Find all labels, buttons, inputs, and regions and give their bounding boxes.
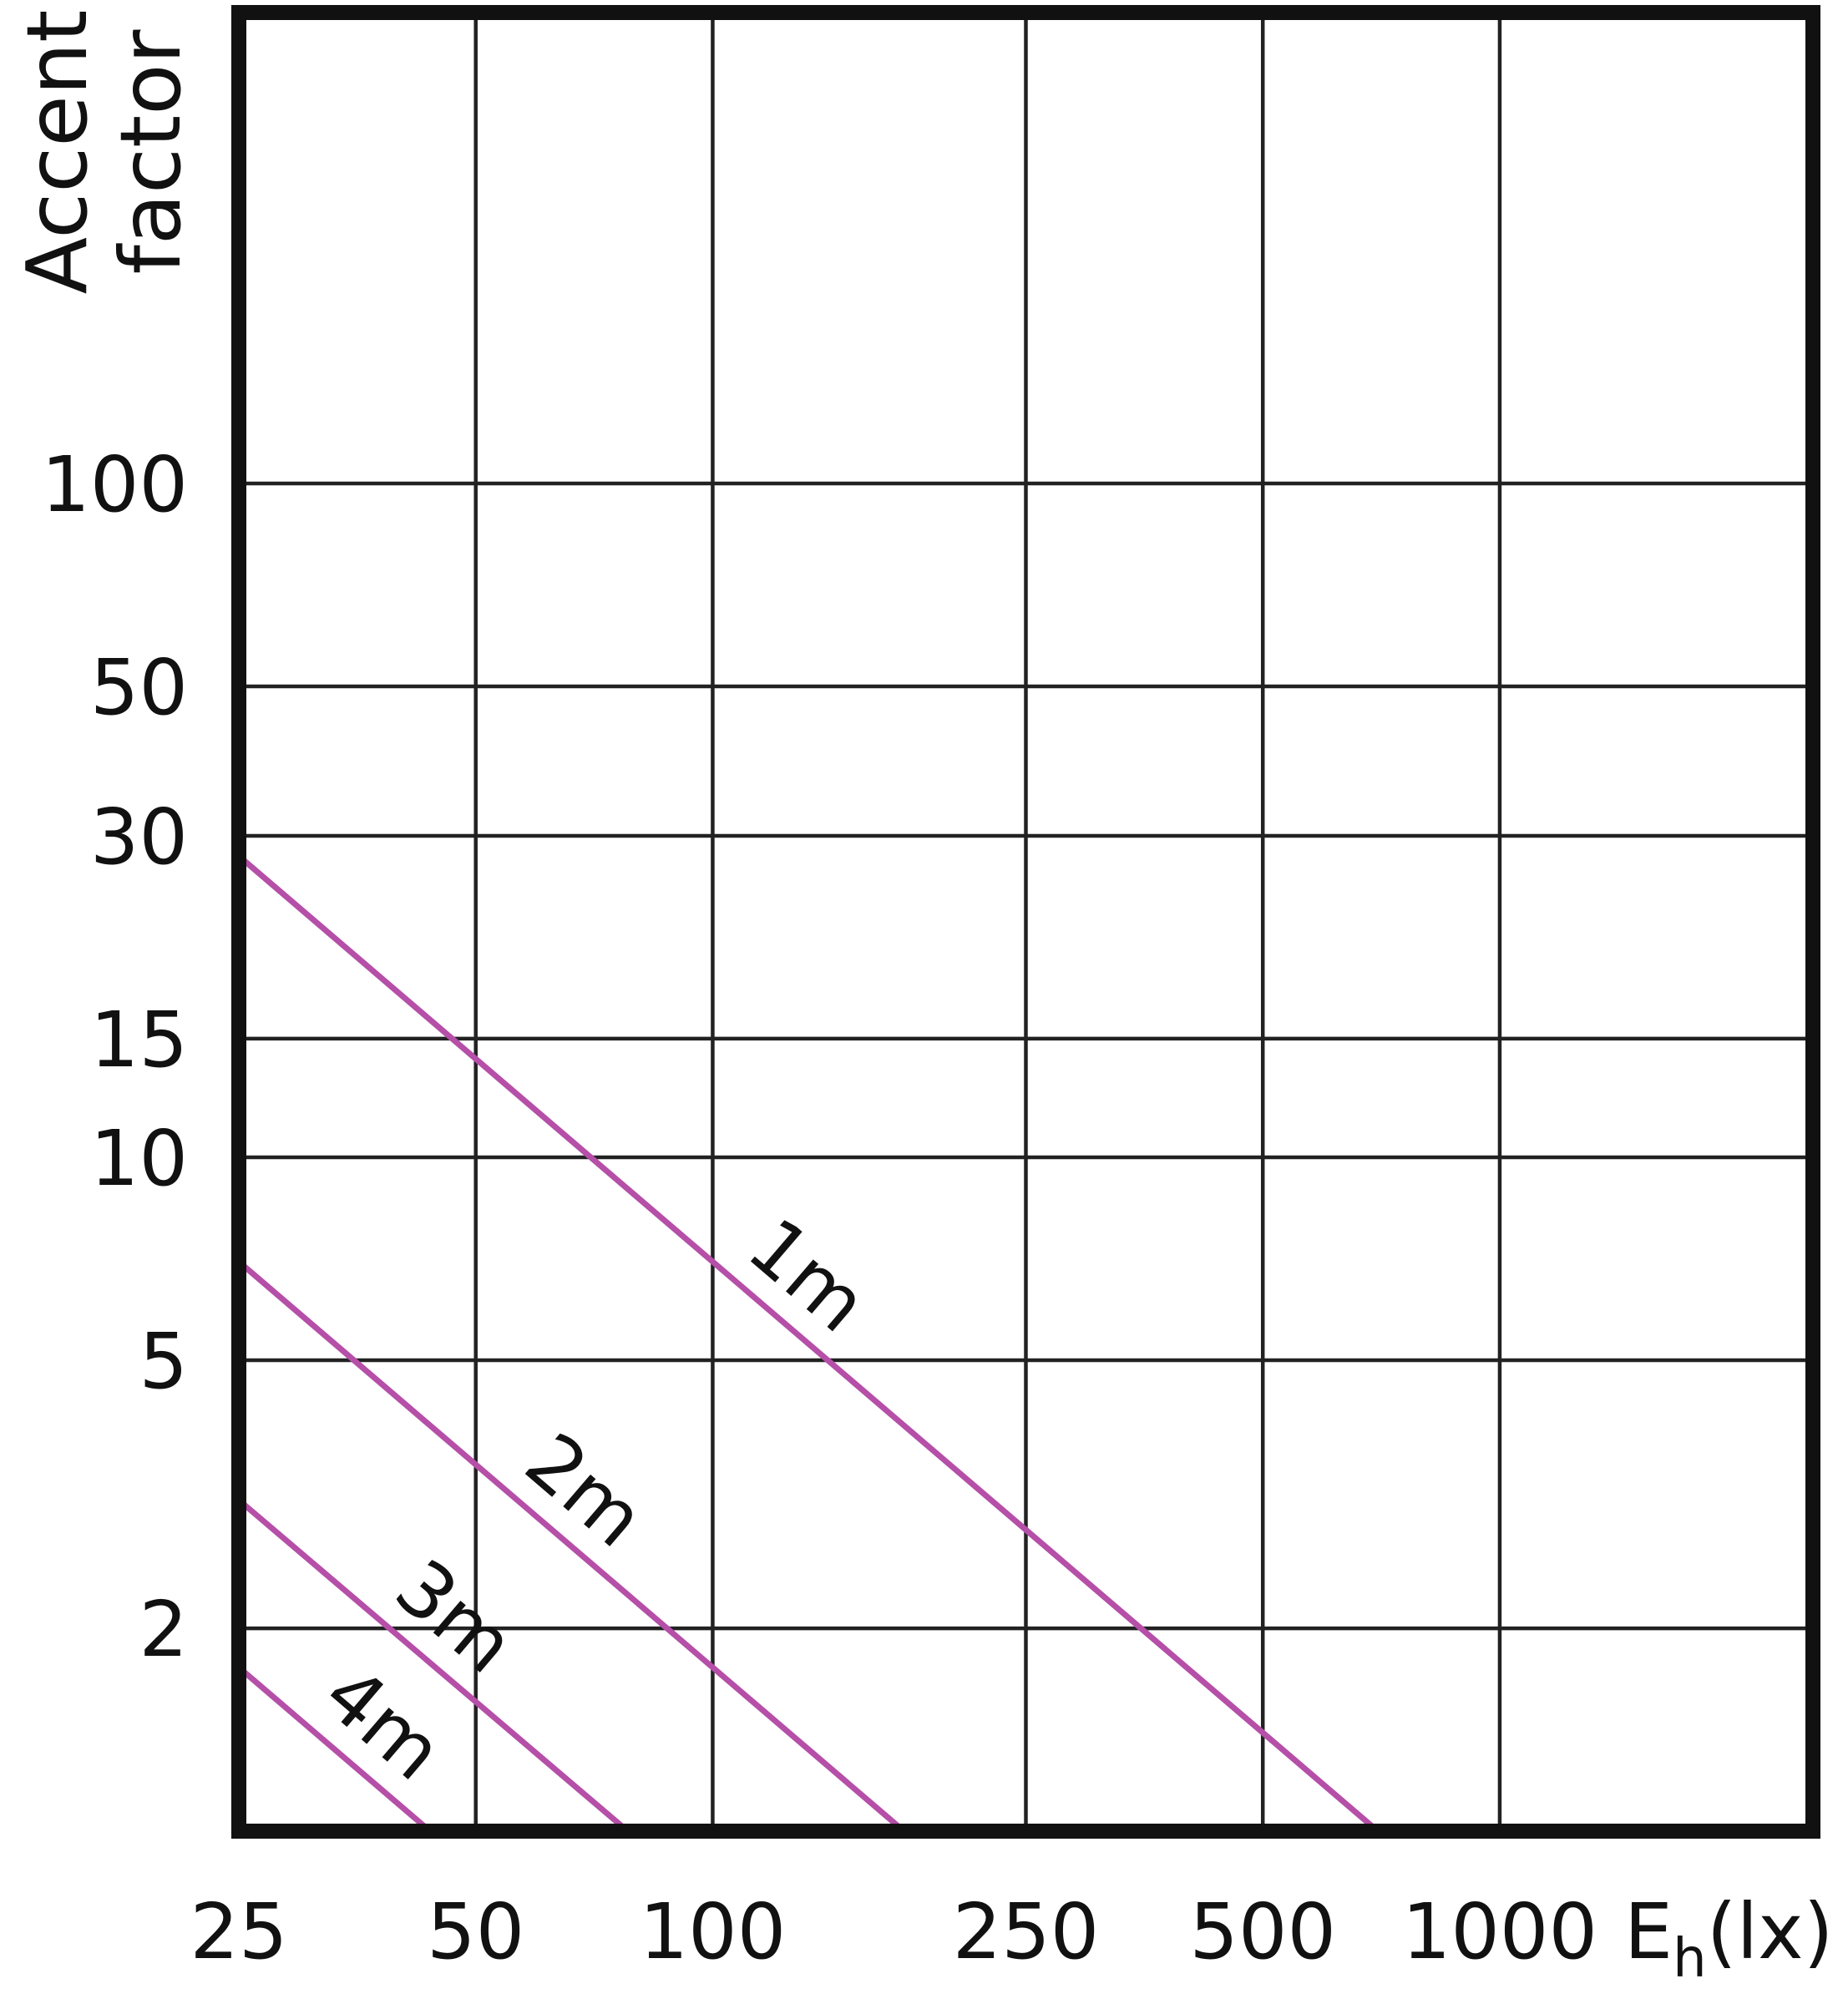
x-tick-label: 500 (1189, 1887, 1336, 1976)
x-tick-label: 1000 (1402, 1887, 1597, 1976)
series-line (236, 1665, 433, 1834)
y-tick-label: 30 (90, 792, 188, 882)
x-tick-label: 250 (953, 1887, 1100, 1976)
series-line (236, 1259, 906, 1834)
series-label: 2m (509, 1416, 661, 1565)
series-line (236, 853, 1380, 1834)
series-label: 1m (732, 1202, 883, 1350)
y-axis-label: Accent (8, 10, 106, 295)
y-tick-label: 2 (139, 1585, 188, 1674)
x-tick-label: 100 (640, 1887, 787, 1976)
series-label: 3m (379, 1542, 531, 1691)
y-tick-label: 5 (139, 1317, 188, 1406)
x-tick-label: 25 (190, 1887, 287, 1976)
y-axis-label: factor (102, 29, 200, 275)
x-axis-label-unit: (lx) (1707, 1887, 1834, 1976)
x-axis-label: Eh(lx) (1624, 1887, 1834, 1990)
x-tick-label: 50 (427, 1887, 524, 1976)
y-tick-label: 50 (90, 643, 188, 732)
y-tick-label: 10 (90, 1114, 188, 1203)
y-tick-label: 100 (41, 440, 188, 529)
series-line (236, 1497, 630, 1834)
plot-frame (231, 5, 1820, 1839)
x-axis-label-main: E (1624, 1887, 1673, 1976)
y-tick-label: 15 (90, 995, 188, 1085)
x-axis-label-sub: h (1673, 1928, 1707, 1990)
